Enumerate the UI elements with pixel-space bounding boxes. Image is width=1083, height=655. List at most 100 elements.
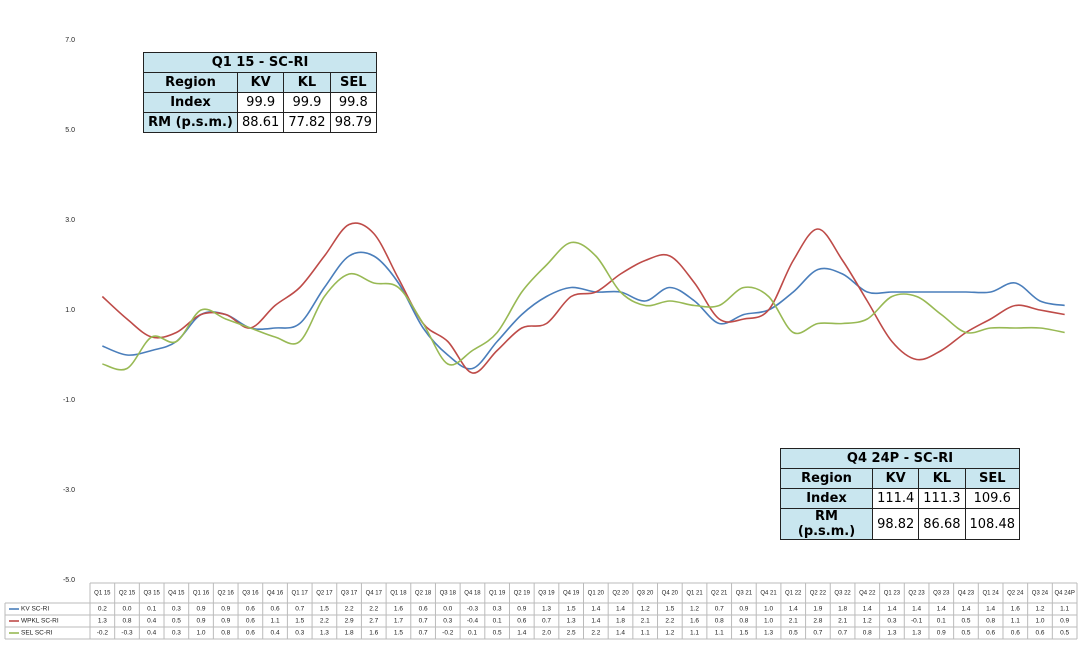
table-value: 0.9 bbox=[221, 618, 230, 625]
table-value: 0.6 bbox=[246, 606, 255, 613]
x-tick-label: Q1 17 bbox=[292, 591, 309, 597]
table-value: 0.8 bbox=[122, 618, 131, 625]
table-value: 0.1 bbox=[468, 630, 477, 637]
inset-cell: 99.9 bbox=[283, 92, 331, 113]
y-tick-label: 1.0 bbox=[65, 307, 75, 314]
x-tick-label: Q2 17 bbox=[316, 591, 333, 597]
table-value: 0.7 bbox=[542, 618, 551, 625]
table-value: 1.3 bbox=[567, 618, 576, 625]
table-value: 1.4 bbox=[887, 606, 896, 613]
table-value: 0.6 bbox=[1011, 630, 1020, 637]
table-value: 0.9 bbox=[197, 606, 206, 613]
table-value: 2.9 bbox=[345, 618, 354, 625]
table-value: 2.1 bbox=[641, 618, 650, 625]
x-tick-label: Q2 21 bbox=[711, 591, 728, 597]
x-tick-label: Q2 24 bbox=[1007, 591, 1024, 597]
table-value: 2.5 bbox=[567, 630, 576, 637]
table-value: 1.2 bbox=[863, 618, 872, 625]
table-value: 1.3 bbox=[764, 630, 773, 637]
inset-header: KL bbox=[283, 72, 331, 93]
x-tick-label: Q2 15 bbox=[119, 591, 136, 597]
table-value: 1.4 bbox=[591, 618, 600, 625]
x-tick-label: Q1 18 bbox=[390, 591, 407, 597]
table-value: 2.2 bbox=[591, 630, 600, 637]
inset-cell: 99.8 bbox=[329, 92, 378, 113]
table-value: 0.8 bbox=[221, 630, 230, 637]
table-value: 0.5 bbox=[493, 630, 502, 637]
x-tick-label: Q3 17 bbox=[341, 591, 358, 597]
table-value: 0.5 bbox=[789, 630, 798, 637]
table-value: 0.8 bbox=[986, 618, 995, 625]
table-value: 0.5 bbox=[961, 630, 970, 637]
table-value: 2.8 bbox=[813, 618, 822, 625]
table-value: 0.9 bbox=[937, 630, 946, 637]
table-value: 0.9 bbox=[517, 606, 526, 613]
inset-table: Q1 15 - SC-RI Region KV KL SEL Index 99.9 99.9 9… bbox=[143, 52, 378, 133]
x-tick-label: Q2 19 bbox=[514, 591, 531, 597]
table-value: 0.7 bbox=[419, 630, 428, 637]
table-value: 0.0 bbox=[122, 606, 131, 613]
x-tick-label: Q3 22 bbox=[834, 591, 851, 597]
table-value: 1.4 bbox=[863, 606, 872, 613]
x-tick-label: Q4 22 bbox=[859, 591, 876, 597]
inset-header: KV bbox=[872, 468, 920, 489]
inset-cell: 99.9 bbox=[236, 92, 285, 113]
table-value: 2.1 bbox=[789, 618, 798, 625]
x-tick-label: Q4 15 bbox=[168, 591, 185, 597]
x-tick-label: Q4 18 bbox=[464, 591, 481, 597]
table-value: 0.7 bbox=[813, 630, 822, 637]
table-value: -0.4 bbox=[467, 618, 479, 625]
table-value: 1.4 bbox=[591, 606, 600, 613]
x-tick-label: Q3 18 bbox=[440, 591, 457, 597]
table-value: 1.4 bbox=[789, 606, 798, 613]
inset-title: Q4 24P - SC-RI bbox=[780, 448, 1020, 469]
x-tick-label: Q3 19 bbox=[538, 591, 555, 597]
table-value: 1.5 bbox=[665, 606, 674, 613]
table-value: 1.0 bbox=[197, 630, 206, 637]
series-line bbox=[101, 222, 1065, 374]
table-value: 1.1 bbox=[271, 618, 280, 625]
x-tick-label: Q1 24 bbox=[982, 591, 999, 597]
table-value: 0.4 bbox=[271, 630, 280, 637]
inset-cell: 98.82 bbox=[872, 508, 920, 540]
table-value: 1.0 bbox=[1035, 618, 1044, 625]
table-value: 1.3 bbox=[912, 630, 921, 637]
table-value: 0.1 bbox=[937, 618, 946, 625]
inset-row-label: Index bbox=[779, 488, 874, 509]
table-value: 1.2 bbox=[641, 606, 650, 613]
table-value: 1.4 bbox=[616, 630, 625, 637]
table-value: 0.6 bbox=[986, 630, 995, 637]
table-value: 0.3 bbox=[295, 630, 304, 637]
table-value: 1.6 bbox=[394, 606, 403, 613]
inset-header: KV bbox=[236, 72, 285, 93]
table-value: 0.3 bbox=[172, 606, 181, 613]
table-value: -0.2 bbox=[442, 630, 454, 637]
table-value: 2.2 bbox=[320, 618, 329, 625]
series-line bbox=[102, 241, 1065, 371]
inset-cell: 111.3 bbox=[918, 488, 966, 509]
table-value: 1.2 bbox=[665, 630, 674, 637]
inset-row-label: RM (p.s.m.) bbox=[779, 508, 874, 540]
table-value: 0.6 bbox=[419, 606, 428, 613]
table-value: 2.2 bbox=[665, 618, 674, 625]
table-value: 2.2 bbox=[345, 606, 354, 613]
x-tick-label: Q1 21 bbox=[686, 591, 703, 597]
table-value: 0.9 bbox=[1060, 618, 1069, 625]
table-value: 1.8 bbox=[616, 618, 625, 625]
inset-cell: 98.79 bbox=[329, 112, 378, 133]
table-value: 1.6 bbox=[1011, 606, 1020, 613]
table-value: 0.2 bbox=[98, 606, 107, 613]
table-value: 0.6 bbox=[246, 630, 255, 637]
table-value: 0.7 bbox=[295, 606, 304, 613]
x-tick-label: Q3 21 bbox=[736, 591, 753, 597]
table-value: 1.5 bbox=[295, 618, 304, 625]
table-value: 0.6 bbox=[1035, 630, 1044, 637]
table-value: 0.6 bbox=[246, 618, 255, 625]
table-value: 2.7 bbox=[369, 618, 378, 625]
table-value: 1.1 bbox=[641, 630, 650, 637]
x-tick-label: Q2 23 bbox=[908, 591, 925, 597]
table-value: 0.0 bbox=[443, 606, 452, 613]
table-value: 1.1 bbox=[1060, 606, 1069, 613]
